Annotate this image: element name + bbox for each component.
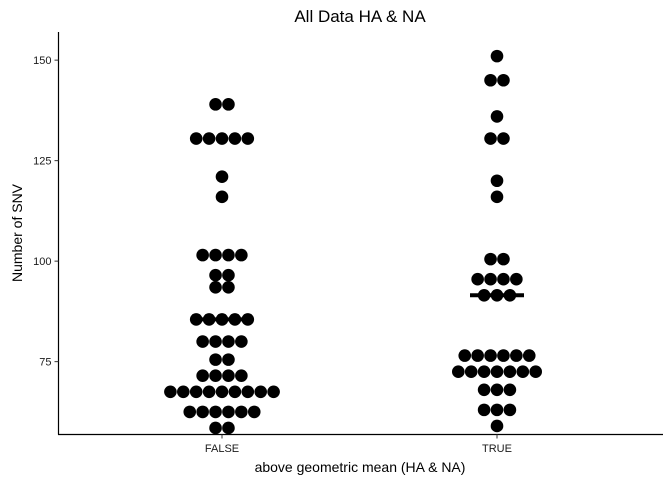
data-point <box>235 369 248 383</box>
data-point <box>202 132 216 145</box>
ticks-layer: 75 100 125 150 FALSE TRUE <box>33 55 512 455</box>
chart-title: All Data HA & NA <box>294 7 426 26</box>
data-point <box>228 385 242 399</box>
data-point <box>497 349 510 362</box>
dots-layer <box>164 49 542 435</box>
x-axis-label: above geometric mean (HA & NA) <box>255 459 466 475</box>
data-point <box>464 365 478 378</box>
data-point <box>510 349 523 362</box>
data-point <box>209 421 222 435</box>
data-point <box>241 132 255 145</box>
data-point <box>490 419 504 433</box>
data-point <box>222 421 235 435</box>
data-point <box>497 252 510 266</box>
data-point <box>235 248 248 262</box>
data-point <box>209 369 222 383</box>
y-tick-label: 150 <box>33 55 51 67</box>
data-point <box>177 385 190 399</box>
data-point <box>189 132 203 145</box>
data-point <box>196 405 209 419</box>
data-point <box>209 268 222 282</box>
data-point <box>196 335 209 348</box>
data-point <box>222 98 235 111</box>
y-tick-label: 75 <box>39 357 51 369</box>
data-point <box>209 248 222 262</box>
data-point <box>484 349 497 362</box>
x-tick-label: TRUE <box>482 443 512 455</box>
data-point <box>183 405 197 419</box>
data-point <box>235 405 248 419</box>
data-point <box>522 349 536 362</box>
data-point <box>490 403 504 417</box>
data-point <box>484 272 497 286</box>
y-tick-label: 100 <box>33 256 51 268</box>
data-point <box>490 365 504 378</box>
data-point <box>529 365 542 378</box>
data-point <box>235 335 248 348</box>
data-point <box>196 369 209 383</box>
data-point <box>267 385 280 399</box>
data-point <box>477 403 491 417</box>
x-tick-label: FALSE <box>205 443 239 455</box>
data-point <box>215 385 229 399</box>
data-point <box>477 365 491 378</box>
data-point <box>490 110 504 123</box>
data-point <box>452 365 465 378</box>
data-point <box>202 385 216 399</box>
data-point <box>215 190 229 204</box>
data-point <box>222 353 235 366</box>
data-point <box>484 252 497 266</box>
data-point <box>209 280 222 294</box>
y-tick-label: 125 <box>33 156 51 168</box>
data-point <box>484 132 497 145</box>
y-axis-label: Number of SNV <box>9 183 25 282</box>
data-point <box>222 280 235 294</box>
data-point <box>477 383 491 397</box>
data-point <box>222 369 235 383</box>
data-point <box>471 272 484 286</box>
data-point <box>222 268 235 282</box>
data-point <box>503 403 517 417</box>
data-point <box>222 248 235 262</box>
data-point <box>458 349 472 362</box>
data-point <box>164 385 177 399</box>
data-point <box>209 98 222 111</box>
data-point <box>209 353 222 366</box>
data-point <box>490 174 504 188</box>
data-point <box>215 170 229 184</box>
data-point <box>503 365 517 378</box>
data-point <box>490 190 504 204</box>
data-point <box>490 383 504 397</box>
data-point <box>516 365 530 378</box>
data-point <box>241 385 255 399</box>
data-point <box>247 405 261 419</box>
data-point <box>254 385 267 399</box>
data-point <box>222 405 235 419</box>
data-point <box>196 248 209 262</box>
data-point <box>497 73 510 87</box>
data-point <box>497 132 510 145</box>
median-layer <box>195 293 524 322</box>
data-point <box>510 272 523 286</box>
data-point <box>215 132 229 145</box>
data-point <box>471 349 484 362</box>
data-point <box>209 405 222 419</box>
data-point <box>209 335 222 348</box>
data-point <box>222 335 235 348</box>
data-point <box>490 49 504 63</box>
data-point <box>228 132 242 145</box>
data-point <box>484 73 497 87</box>
data-point <box>503 383 517 397</box>
data-point <box>497 272 510 286</box>
data-point <box>189 385 203 399</box>
